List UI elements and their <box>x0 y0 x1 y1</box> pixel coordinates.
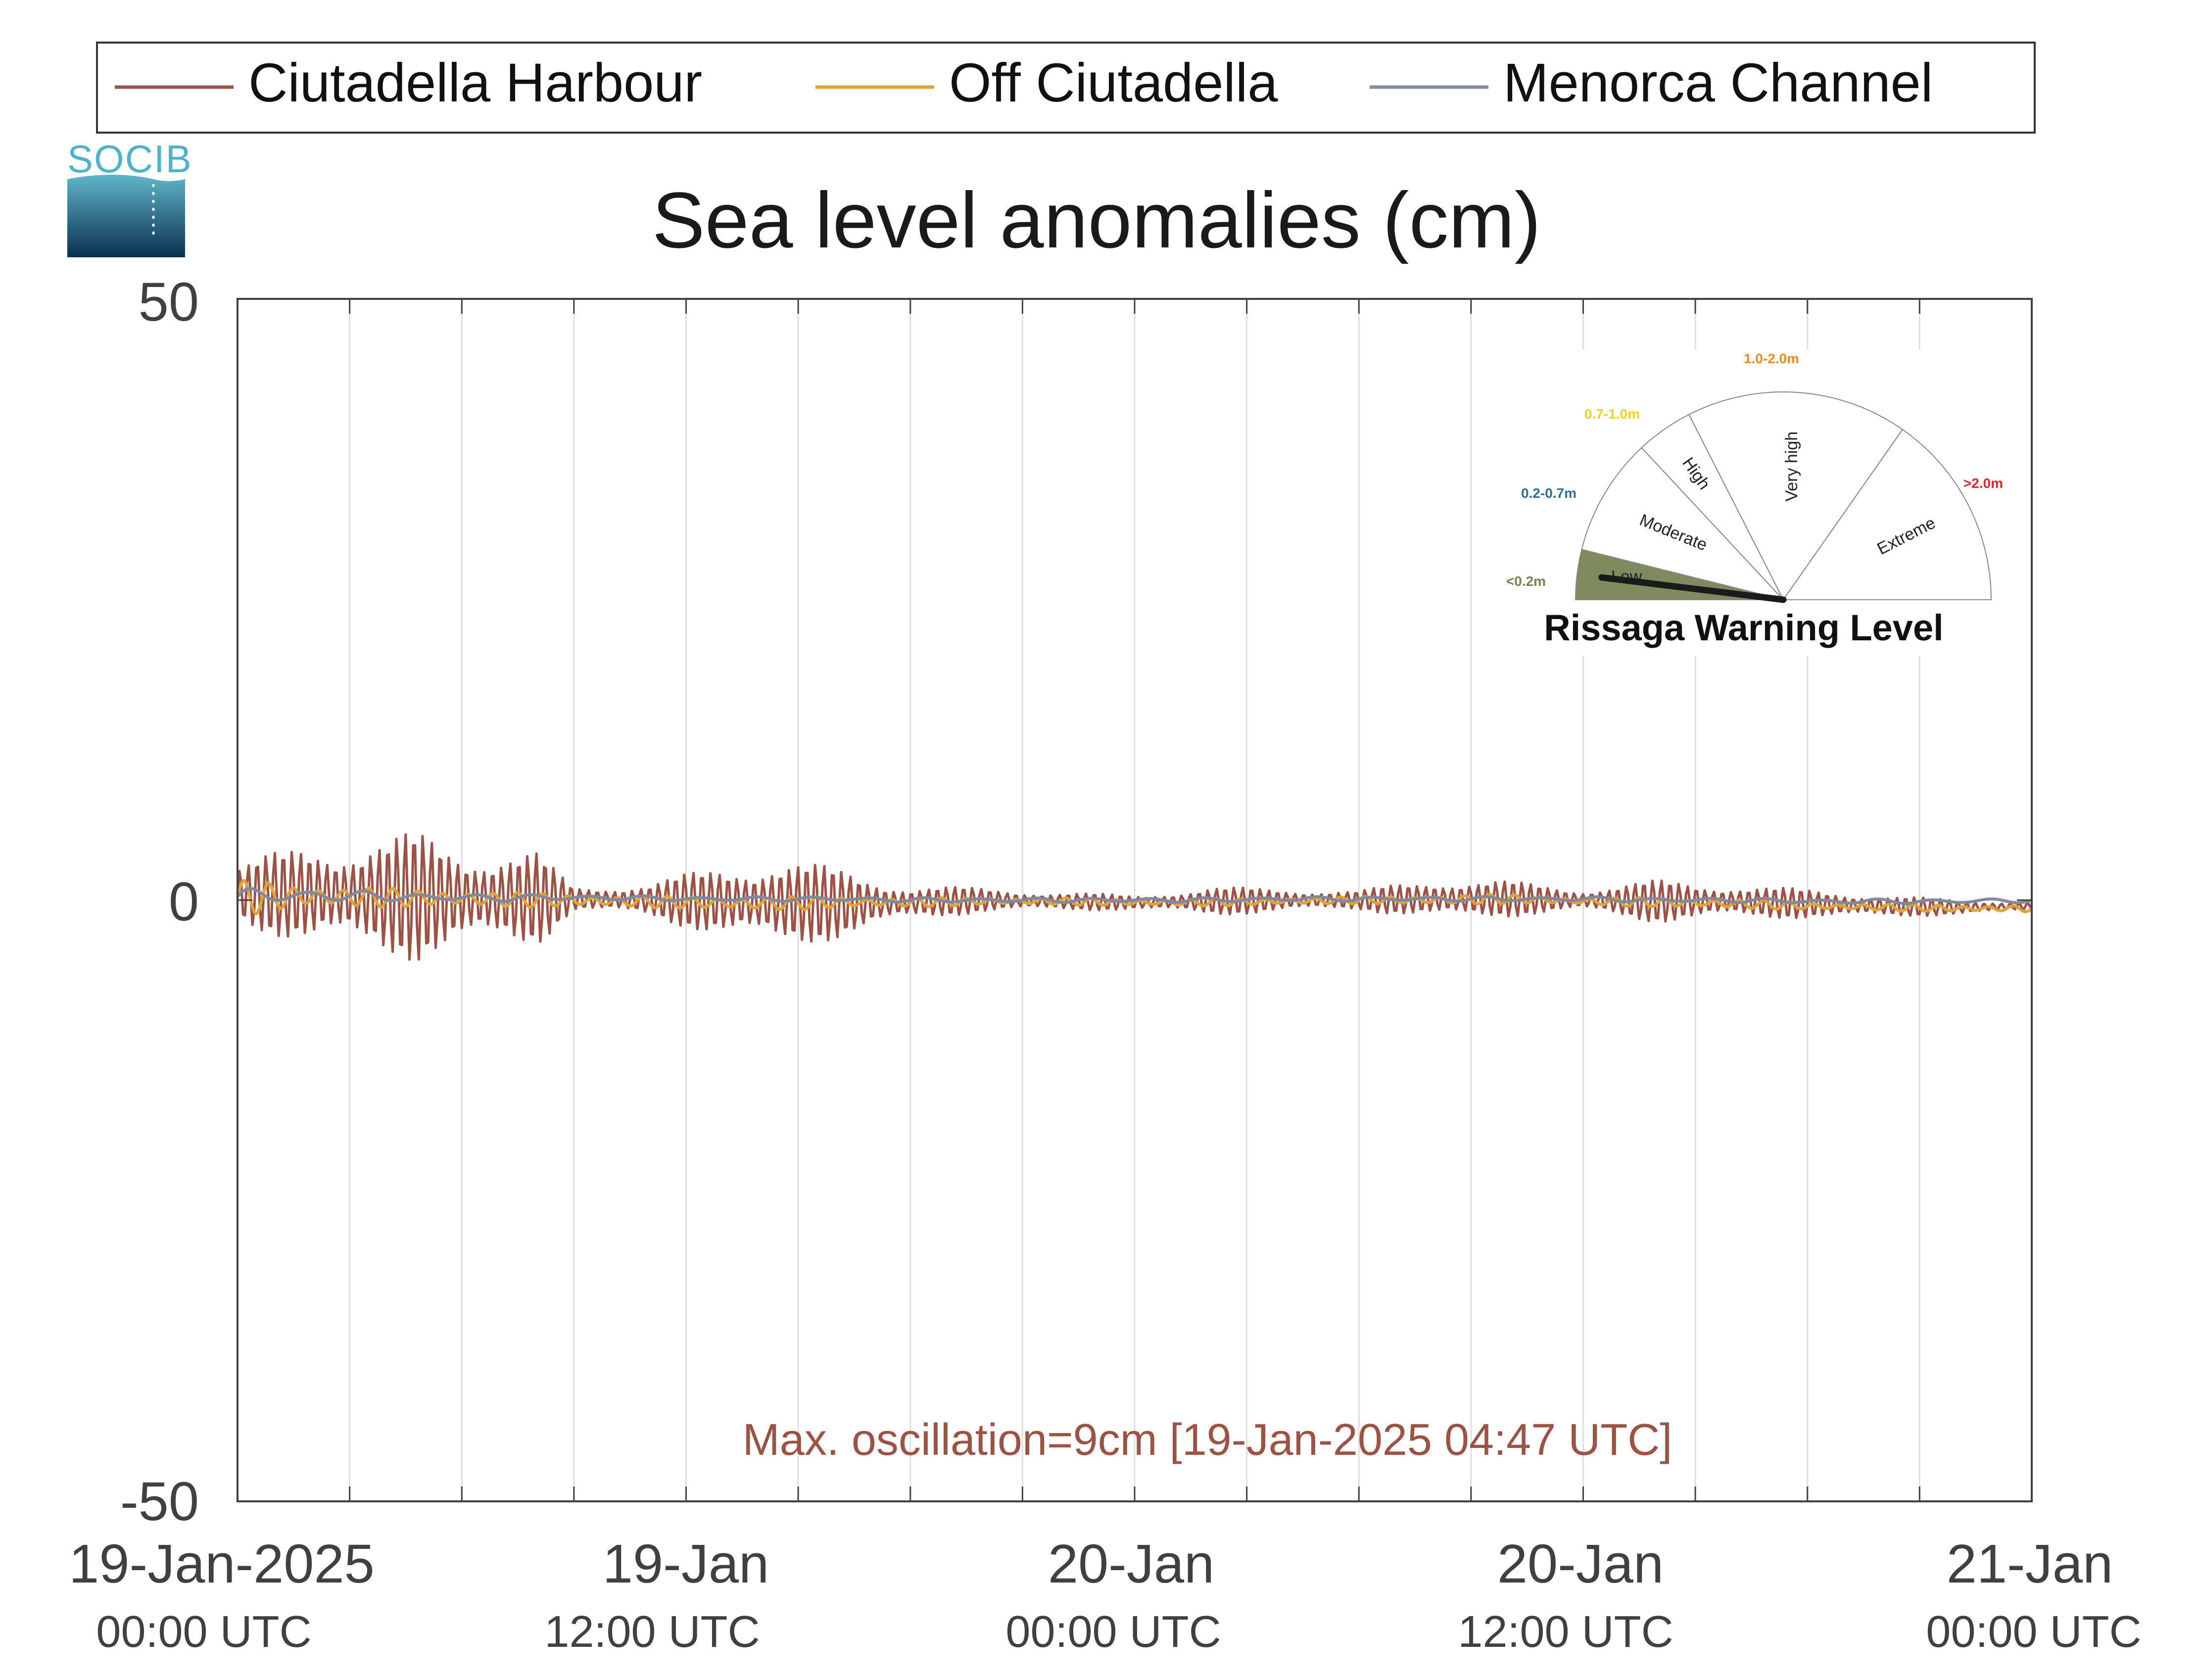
legend-frame <box>96 42 2036 134</box>
gauge-title: Rissaga Warning Level <box>1544 607 1943 648</box>
socib-logo: SOCIB <box>67 137 192 257</box>
gauge-sector-label: Very high <box>1782 432 1801 502</box>
series-menorca-channel <box>236 887 2032 905</box>
legend-label-off-ciutadella: Off Ciutadella <box>949 52 1278 113</box>
x-tick-date-4: 21-Jan <box>1947 1534 2113 1594</box>
y-tick-label-bottom: -50 <box>120 1471 199 1532</box>
gauge-range-label: <0.2m <box>1506 574 1546 589</box>
gauge-sectors <box>1575 391 1992 601</box>
x-tick-date-3: 20-Jan <box>1497 1534 1664 1594</box>
gauge-needle <box>1598 574 1787 603</box>
x-tick-time-4: 00:00 UTC <box>1926 1607 2141 1657</box>
legend-label-menorca-channel: Menorca Channel <box>1503 52 1933 113</box>
legend-label-ciutadella-harbour: Ciutadella Harbour <box>248 52 702 113</box>
legend: Ciutadella Harbour Off Ciutadella Menorc… <box>96 42 2036 134</box>
gauge-range-label: 1.0-2.0m <box>1744 351 1799 366</box>
gauge-range-label: >2.0m <box>1963 476 2003 491</box>
x-tick-time-1: 12:00 UTC <box>544 1607 760 1657</box>
axis-ticks <box>238 299 2032 1501</box>
x-tick-time-0: 00:00 UTC <box>96 1607 311 1657</box>
gauge-sector-extreme <box>1782 429 1992 600</box>
x-tick-time-3: 12:00 UTC <box>1458 1607 1673 1657</box>
series-off-ciutadella <box>236 879 2033 915</box>
y-tick-label-mid: 0 <box>169 871 199 932</box>
y-tick-label-top: 50 <box>139 272 199 333</box>
chart-title: Sea level anomalies (cm) <box>652 176 1541 264</box>
x-tick-date-0: 19-Jan-2025 <box>69 1534 375 1594</box>
logo-wave <box>67 175 185 257</box>
gauge-range-label: 0.7-1.0m <box>1584 406 1640 422</box>
gauge-range-label: 0.2-0.7m <box>1521 485 1576 501</box>
max-oscillation-annotation: Max. oscillation=9cm [19-Jan-2025 04:47 … <box>743 1415 1672 1465</box>
x-tick-date-2: 20-Jan <box>1048 1534 1214 1594</box>
logo-text: SOCIB <box>67 137 192 181</box>
gauge-sector-moderate <box>1581 447 1785 601</box>
gauge-sector-very-high <box>1688 391 1904 601</box>
x-tick-date-1: 19-Jan <box>603 1534 769 1594</box>
x-tick-time-2: 00:00 UTC <box>1005 1607 1221 1657</box>
series-ciutadella-harbour <box>236 833 2033 961</box>
series-layer <box>236 833 2033 961</box>
